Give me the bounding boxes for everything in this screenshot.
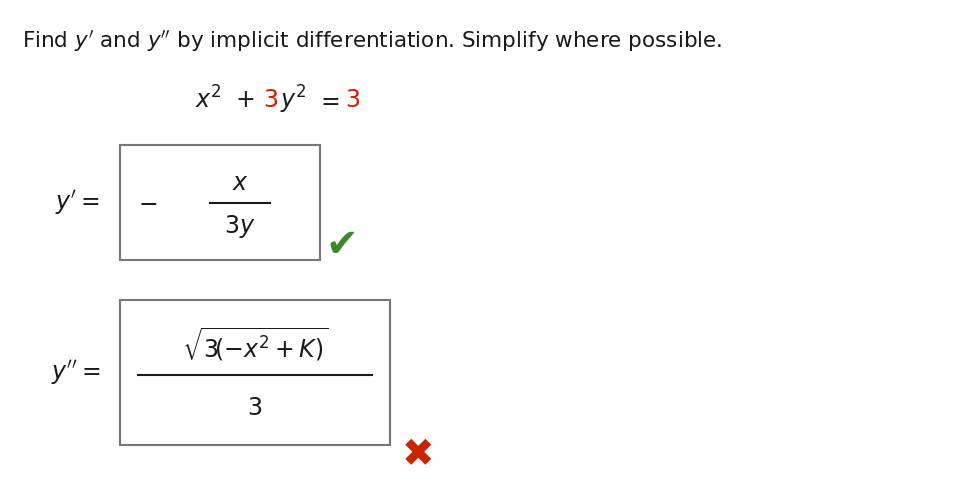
Text: $y'' =$: $y'' =$ [51,358,100,387]
Text: $3$: $3$ [263,88,278,112]
Text: $3y$: $3y$ [225,213,255,240]
Text: $y' =$: $y' =$ [55,188,100,217]
Text: $x$: $x$ [231,170,249,195]
Text: $y^2$: $y^2$ [280,84,307,116]
FancyBboxPatch shape [120,300,390,445]
FancyBboxPatch shape [120,145,320,260]
Text: Find $y'$ and $y''$ by implicit differentiation. Simplify where possible.: Find $y'$ and $y''$ by implicit differen… [22,28,723,53]
Text: $\sqrt{3\!\left(-x^2+K\right)}$: $\sqrt{3\!\left(-x^2+K\right)}$ [182,325,328,364]
Text: ✖: ✖ [402,436,434,474]
Text: $=$: $=$ [316,88,339,112]
Text: $x^2$: $x^2$ [195,86,222,114]
Text: $3$: $3$ [248,395,263,419]
Text: $3$: $3$ [345,88,360,112]
Text: $+$: $+$ [235,88,254,112]
Text: $-$: $-$ [139,191,158,215]
Text: ✔: ✔ [326,226,358,264]
